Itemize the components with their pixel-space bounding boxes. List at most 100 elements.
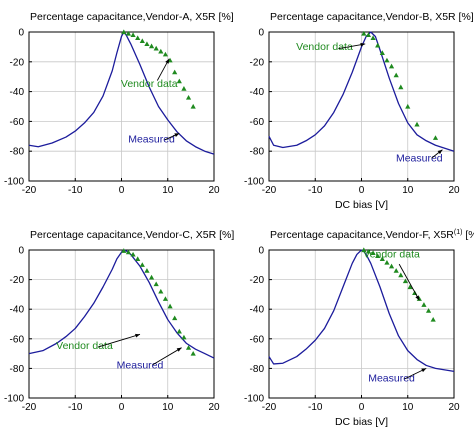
vendor-data-point [416, 296, 422, 301]
measured-series-line [268, 31, 455, 152]
vendor-data-point [190, 351, 196, 356]
annotation-arrow [152, 347, 182, 366]
x-tick-label: 0 [119, 402, 125, 413]
x-tick-label: -20 [22, 185, 37, 196]
vendor-data-point [162, 51, 169, 57]
vendor-data-point [135, 35, 141, 41]
vendor-data-point [144, 268, 150, 273]
vendor-data-point [172, 69, 178, 75]
chart-title: Percentage capacitance,Vendor-A, X5R [%] [30, 11, 234, 23]
vendor-data-point [384, 259, 390, 265]
x-tick-label: 0 [359, 185, 365, 196]
annotation-arrowhead [174, 133, 180, 137]
chart-title: Percentage capacitance,Vendor-F, X5R(1) … [270, 229, 474, 241]
vendor-data-point [153, 45, 159, 51]
annotation-arrowhead [437, 149, 443, 155]
x-tick-label: -10 [308, 185, 323, 196]
x-tick-label: 0 [119, 185, 125, 196]
vendor-data-point [181, 334, 187, 340]
vendor-annotation-label: Vendor data [296, 41, 353, 53]
y-tick-label: -100 [244, 177, 264, 188]
y-tick-label: -40 [250, 87, 265, 98]
vendor-data-point [361, 30, 367, 36]
vendor-data-point [148, 43, 155, 49]
vendor-data-point [430, 316, 436, 322]
chart-title-main: Percentage capacitance,Vendor-B, X5R [%] [270, 11, 474, 23]
vendor-data-point [388, 263, 395, 269]
vendor-annotation-label: Vendor data [363, 248, 420, 260]
y-tick-label: -60 [250, 117, 265, 128]
x-tick-label: 20 [208, 185, 220, 196]
y-tick-label: 0 [258, 246, 264, 257]
vendor-data-point [144, 41, 150, 46]
vendor-data-point [370, 250, 376, 256]
chart-title-superscript: (1) [454, 229, 463, 236]
vendor-data-point [379, 256, 385, 261]
y-tick-label: -100 [4, 394, 24, 405]
y-tick-label: -80 [10, 364, 25, 375]
vendor-data-point [370, 35, 376, 41]
chart-title: Percentage capacitance,Vendor-B, X5R [%] [270, 11, 474, 23]
chart-title: Percentage capacitance,Vendor-C, X5R [%] [30, 229, 234, 241]
vendor-data-point [121, 29, 127, 35]
measured-annotation-label: Measured [396, 153, 443, 165]
annotation-arrowhead [165, 58, 170, 64]
y-tick-label: -80 [250, 364, 265, 375]
x-axis-label: DC bias [V] [335, 199, 388, 211]
vendor-data-point [139, 38, 145, 44]
x-tick-label: 20 [208, 402, 220, 413]
x-tick-label: 20 [448, 402, 460, 413]
vendor-data-point [125, 249, 132, 255]
vendor-data-point [162, 296, 169, 301]
vendor-data-point [398, 272, 404, 278]
y-tick-label: -60 [250, 334, 265, 345]
vendor-data-point [176, 78, 182, 84]
vendor-data-point [398, 84, 404, 90]
annotation-arrowhead [415, 295, 420, 301]
vendor-data-point [181, 86, 187, 91]
x-tick-label: -10 [68, 185, 83, 196]
vendor-data-point [361, 247, 367, 253]
x-tick-label: 10 [402, 185, 414, 196]
y-tick-label: -20 [10, 57, 25, 68]
y-tick-label: -80 [250, 147, 265, 158]
measured-annotation-label: Measured [128, 133, 175, 145]
chart-title-main: Percentage capacitance,Vendor-F, X5R [270, 229, 454, 241]
annotation-arrow [398, 263, 420, 301]
y-tick-label: 0 [258, 28, 264, 39]
y-tick-label: -100 [4, 177, 24, 188]
vendor-data-point [148, 274, 155, 280]
annotation-arrowhead [176, 347, 182, 352]
measured-annotation-label: Measured [368, 373, 415, 385]
vendor-data-point [172, 315, 178, 321]
vendor-data-point [375, 253, 381, 258]
vendor-data-point [365, 32, 372, 38]
vendor-data-point [393, 72, 399, 78]
y-tick-label: 0 [18, 28, 24, 39]
y-tick-label: -20 [250, 57, 265, 68]
x-tick-label: 0 [359, 402, 365, 413]
y-tick-label: -100 [244, 394, 264, 405]
vendor-data-point [130, 251, 136, 257]
measured-annotation-label: Measured [117, 359, 164, 371]
y-tick-label: -60 [10, 334, 25, 345]
x-tick-label: 10 [162, 185, 174, 196]
vendor-data-point [421, 302, 427, 307]
vendor-data-point [185, 345, 192, 350]
x-tick-label: -20 [262, 185, 277, 196]
x-tick-label: 20 [448, 185, 460, 196]
vendor-data-point [153, 281, 159, 287]
vendor-data-point [379, 50, 385, 55]
annotation-arrowhead [360, 42, 366, 47]
vendor-data-point [405, 103, 411, 109]
y-tick-label: -80 [10, 147, 25, 158]
y-tick-label: -20 [10, 275, 25, 286]
vendor-data-point [414, 121, 420, 127]
vendor-data-point [139, 262, 145, 267]
vendor-data-point [393, 268, 399, 273]
x-tick-label: -10 [68, 402, 83, 413]
